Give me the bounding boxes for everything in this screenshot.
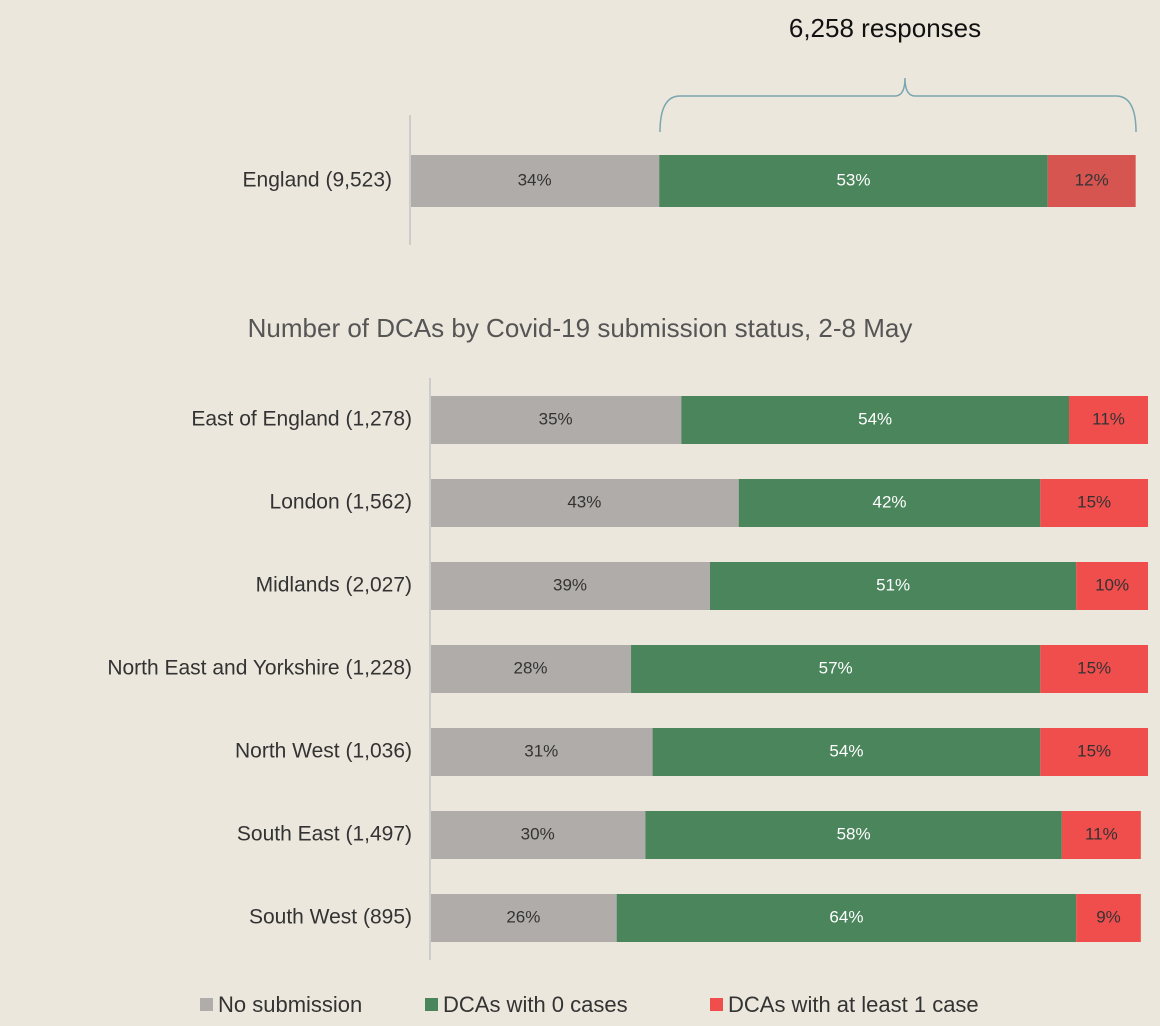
legend-swatch: [710, 998, 723, 1011]
bar-segment: [430, 894, 617, 942]
category-label: England (9,523): [243, 169, 392, 192]
value-label: 35%: [539, 409, 573, 428]
bar-segment: [430, 645, 632, 693]
value-label: 15%: [1077, 492, 1111, 511]
bar-segment: [616, 894, 1077, 942]
value-label: 42%: [873, 492, 907, 511]
category-label: South East (1,497): [237, 823, 412, 846]
bar-segment: [631, 645, 1041, 693]
bar-segment: [1061, 811, 1141, 859]
bar-segment: [1040, 479, 1148, 527]
value-label: 43%: [567, 492, 601, 511]
value-label: 26%: [506, 907, 540, 926]
value-label: 12%: [1075, 170, 1109, 189]
chart-title: Number of DCAs by Covid-19 submission st…: [248, 313, 913, 343]
value-label: 58%: [837, 824, 871, 843]
category-label: London (1,562): [270, 491, 412, 514]
bar-segment: [645, 811, 1062, 859]
value-label: 51%: [876, 575, 910, 594]
bar-segment: [430, 811, 646, 859]
annotation: 6,258 responses: [789, 13, 981, 43]
bar-segment: [430, 479, 739, 527]
bar-segment: [659, 155, 1048, 207]
bar-segment: [710, 562, 1077, 610]
category-label: Midlands (2,027): [256, 574, 412, 597]
bar-segment: [681, 396, 1070, 444]
value-label: 31%: [524, 741, 558, 760]
value-label: 15%: [1077, 741, 1111, 760]
value-label: 15%: [1077, 658, 1111, 677]
bar-segment: [430, 396, 682, 444]
bar-segment: [1047, 155, 1136, 207]
value-label: 11%: [1092, 409, 1125, 428]
value-label: 64%: [829, 907, 863, 926]
legend-swatch: [425, 998, 438, 1011]
bar-segment: [1076, 562, 1148, 610]
category-label: East of England (1,278): [191, 408, 412, 431]
bar-segment: [1040, 645, 1148, 693]
bar-segment: [430, 728, 653, 776]
value-label: 10%: [1095, 575, 1129, 594]
bar-segment: [652, 728, 1041, 776]
bar-segment: [430, 562, 711, 610]
bar-segment: [410, 155, 660, 207]
value-label: 30%: [521, 824, 555, 843]
bar-segment: [1076, 894, 1141, 942]
legend-label: DCAs with at least 1 case: [728, 992, 979, 1017]
value-label: 34%: [518, 170, 552, 189]
bar-segment: [1040, 728, 1148, 776]
legend-label: No submission: [218, 992, 362, 1017]
value-label: 11%: [1085, 824, 1118, 843]
value-label: 57%: [819, 658, 853, 677]
value-label: 53%: [836, 170, 870, 189]
bar-segment: [738, 479, 1041, 527]
bar-segment: [1069, 396, 1148, 444]
category-label: North West (1,036): [235, 740, 412, 763]
legend-swatch: [200, 998, 213, 1011]
value-label: 54%: [858, 409, 892, 428]
legend-label: DCAs with 0 cases: [443, 992, 628, 1017]
value-label: 28%: [514, 658, 548, 677]
category-label: North East and Yorkshire (1,228): [107, 657, 412, 680]
value-label: 39%: [553, 575, 587, 594]
category-label: South West (895): [249, 906, 412, 929]
brace: [659, 77, 1137, 133]
value-label: 9%: [1096, 907, 1121, 926]
value-label: 54%: [829, 741, 863, 760]
